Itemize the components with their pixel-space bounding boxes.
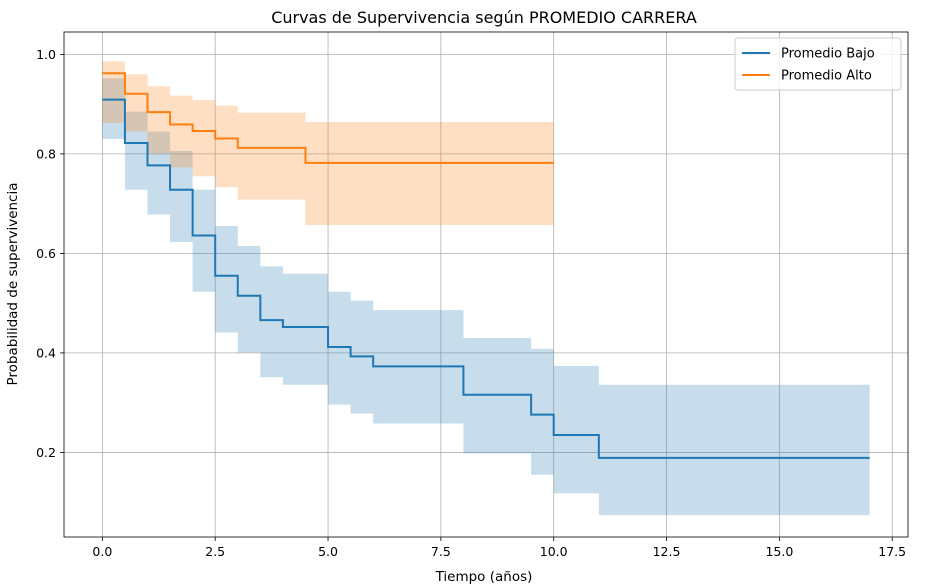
survival-lines [102, 72, 870, 459]
survival-line-series-2 [102, 72, 554, 164]
x-tick-label: 0.0 [92, 544, 112, 559]
legend-label: Promedio Alto [781, 69, 872, 84]
x-tick-label: 15.0 [765, 544, 793, 559]
x-tick-label: 17.5 [878, 544, 906, 559]
confidence-band-series-1 [102, 78, 870, 516]
axis-ticks: 0.0 2.5 5.0 7.5 10.0 12.5 15.0 17.5 0.2 0.4 0.6 0.8… [36, 47, 906, 559]
y-axis-label: Probabilidad de supervivencia [5, 182, 21, 385]
survival-line-series-1 [102, 98, 870, 459]
x-tick-label: 5.0 [318, 544, 338, 559]
x-tick-label: 10.0 [540, 544, 568, 559]
y-tick-label: 0.6 [36, 246, 56, 261]
x-tick-label: 12.5 [653, 544, 681, 559]
y-tick-label: 1.0 [36, 47, 56, 62]
chart-title: Curvas de Supervivencia según PROMEDIO C… [271, 8, 697, 27]
confidence-bands [102, 61, 870, 516]
y-tick-label: 0.4 [36, 345, 56, 360]
legend-box [734, 37, 902, 91]
grid [64, 32, 908, 537]
y-tick-label: 0.8 [36, 146, 56, 161]
x-axis-label: Tiempo (años) [435, 569, 533, 585]
x-tick-label: 7.5 [431, 544, 451, 559]
legend-label: Promedio Bajo [781, 47, 875, 62]
x-tick-label: 2.5 [205, 544, 225, 559]
legend: Promedio Bajo Promedio Alto [734, 37, 902, 91]
plot-frame [63, 31, 909, 538]
y-tick-label: 0.2 [36, 445, 56, 460]
confidence-band-series-2 [102, 61, 554, 226]
